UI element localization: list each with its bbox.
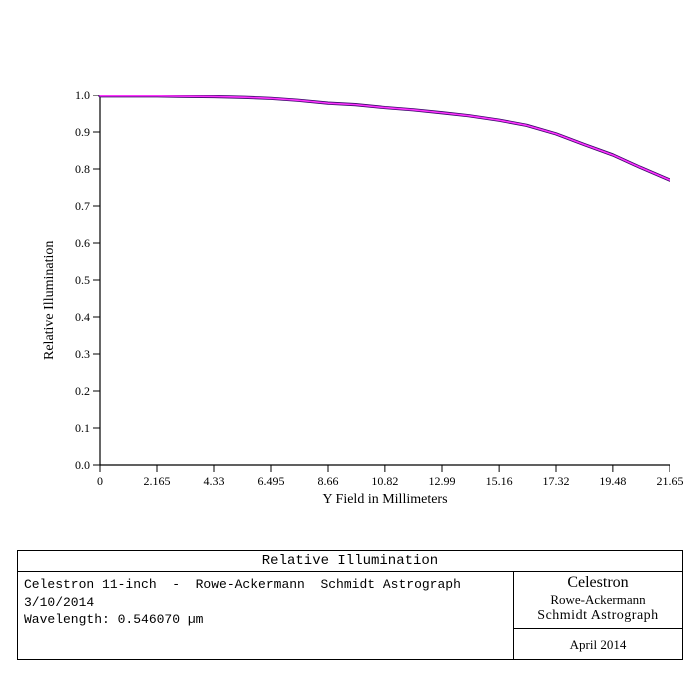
y-tick-label: 0.5 [75, 273, 90, 288]
y-tick-label: 0.4 [75, 310, 90, 325]
product-line-1: Rowe-Ackermann [514, 592, 682, 608]
title-block-left: Celestron 11-inch - Rowe-Ackermann Schmi… [17, 571, 514, 660]
product-line-2: Schmidt Astrograph [514, 608, 682, 629]
y-tick-label: 0.6 [75, 236, 90, 251]
x-tick-label: 6.495 [251, 474, 291, 489]
title-block: Relative Illumination Celestron 11-inch -… [17, 550, 683, 660]
y-tick-label: 0.7 [75, 199, 90, 214]
x-tick-label: 4.33 [194, 474, 234, 489]
page: Relative Illumination Y Field in Millime… [0, 0, 700, 700]
y-tick-label: 0.9 [75, 125, 90, 140]
x-tick-label: 2.165 [137, 474, 177, 489]
y-tick-label: 1.0 [75, 88, 90, 103]
x-tick-label: 17.32 [536, 474, 576, 489]
x-tick-label: 12.99 [422, 474, 462, 489]
title-block-left-text: Celestron 11-inch - Rowe-Ackermann Schmi… [24, 576, 507, 629]
x-tick-label: 21.65 [650, 474, 690, 489]
y-tick-label: 0.1 [75, 421, 90, 436]
brand-name: Celestron [514, 574, 682, 592]
chart-svg [30, 95, 670, 515]
x-axis-title: Y Field in Millimeters [100, 492, 670, 508]
y-tick-label: 0.8 [75, 162, 90, 177]
x-tick-label: 8.66 [308, 474, 348, 489]
chart-area: Relative Illumination Y Field in Millime… [30, 95, 670, 515]
x-tick-label: 15.16 [479, 474, 519, 489]
y-tick-label: 0.3 [75, 347, 90, 362]
date-label: April 2014 [514, 637, 682, 653]
y-tick-label: 0.0 [75, 458, 90, 473]
title-block-header: Relative Illumination [17, 550, 683, 572]
x-tick-label: 0 [80, 474, 120, 489]
y-tick-label: 0.2 [75, 384, 90, 399]
y-axis-title: Relative Illumination [42, 241, 58, 360]
x-tick-label: 19.48 [593, 474, 633, 489]
title-block-right: CelestronRowe-AckermannSchmidt Astrograp… [513, 571, 683, 660]
x-tick-label: 10.82 [365, 474, 405, 489]
